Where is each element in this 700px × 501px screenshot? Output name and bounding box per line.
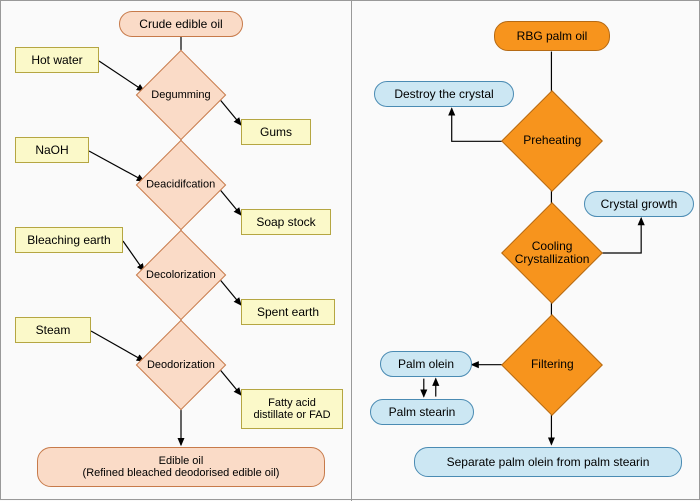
input-naoh: NaOH [15,137,89,163]
end-edible-oil: Edible oil (Refined bleached deodorised … [37,447,325,487]
side-palm-stearin: Palm stearin [370,399,474,425]
input-hot-water: Hot water [15,47,99,73]
label: Cooling Crystallization [515,240,590,266]
step-cooling-crystallization: Cooling Crystallization [501,202,603,304]
label: Destroy the crystal [394,87,493,101]
step-preheating: Preheating [501,90,603,192]
input-bleaching-earth: Bleaching earth [15,227,123,253]
label: Deodorization [147,359,215,371]
side-palm-olein: Palm olein [380,351,472,377]
label: Palm olein [398,357,454,371]
label: Gums [260,125,292,139]
label: RBG palm oil [517,29,588,43]
end-separate: Separate palm olein from palm stearin [414,447,682,477]
step-degumming: Degumming [136,50,227,141]
label: Hot water [31,53,82,67]
label: Fatty acid distillate or FAD [248,397,336,421]
step-decolorization: Decolorization [136,230,227,321]
step-filtering: Filtering [501,314,603,416]
label: Separate palm olein from palm stearin [447,455,650,469]
label: NaOH [35,143,68,157]
output-spent-earth: Spent earth [241,299,335,325]
output-fad: Fatty acid distillate or FAD [241,389,343,429]
side-destroy-crystal: Destroy the crystal [374,81,514,107]
input-steam: Steam [15,317,91,343]
label: Filtering [517,358,587,371]
label: Edible oil (Refined bleached deodorised … [83,455,280,479]
left-flowchart: Crude edible oil Hot water Degumming Gum… [1,1,351,501]
step-deacidification: Deacidifcation [136,140,227,231]
step-deodorization: Deodorization [136,320,227,411]
start-label: Crude edible oil [139,17,222,31]
label: Soap stock [256,215,315,229]
label: Palm stearin [389,405,456,419]
output-gums: Gums [241,119,311,145]
right-flowchart: RBG palm oil Destroy the crystal Preheat… [351,1,700,501]
label: Decolorization [146,269,216,281]
label: Preheating [517,134,587,147]
label: Crystal growth [601,197,678,211]
side-crystal-growth: Crystal growth [584,191,694,217]
label: Spent earth [257,305,319,319]
start-crude-oil: Crude edible oil [119,11,243,37]
start-rbg-palm-oil: RBG palm oil [494,21,610,51]
label: Steam [36,323,71,337]
label: Bleaching earth [27,233,110,247]
label: Degumming [150,89,212,101]
label: Deacidifcation [146,179,215,191]
output-soap-stock: Soap stock [241,209,331,235]
